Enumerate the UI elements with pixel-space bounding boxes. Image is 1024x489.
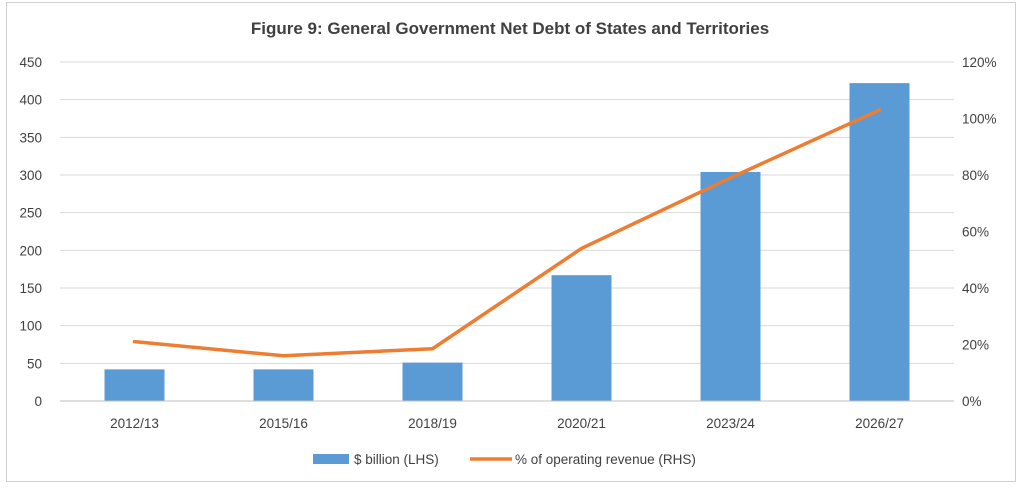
y-left-tick-label: 200 (19, 243, 42, 258)
legend-swatch-bar (313, 454, 349, 464)
bar (402, 362, 463, 401)
bar (104, 369, 165, 401)
series-line (132, 108, 882, 358)
x-tick-label: 2015/16 (259, 416, 308, 431)
y-right-tick-label: 20% (962, 338, 989, 353)
bar (700, 171, 761, 401)
x-tick-label: 2012/13 (110, 416, 159, 431)
x-axis: 2012/13 2015/16 2018/19 2020/21 2023/24 2026/… (60, 400, 954, 431)
y-right-tick-label: 40% (962, 281, 989, 296)
y-right-tick-label: 120% (962, 55, 997, 70)
line-series (132, 108, 882, 358)
bar (551, 275, 612, 401)
y-axis-left: 0 50 100 150 200 250 300 350 400 450 (19, 55, 42, 409)
y-left-tick-label: 0 (34, 394, 42, 409)
y-left-tick-label: 100 (19, 319, 42, 334)
x-tick-label: 2023/24 (706, 416, 755, 431)
y-right-tick-label: 0% (962, 394, 982, 409)
y-left-tick-label: 300 (19, 168, 42, 183)
legend-label-line: % of operating revenue (RHS) (515, 452, 696, 467)
y-right-tick-label: 100% (962, 112, 997, 127)
y-left-tick-label: 150 (19, 281, 42, 296)
y-right-tick-label: 60% (962, 225, 989, 240)
gridlines (60, 61, 954, 364)
chart-title: Figure 9: General Government Net Debt of… (251, 19, 769, 38)
y-left-tick-label: 450 (19, 55, 42, 70)
x-tick-label: 2018/19 (408, 416, 457, 431)
y-left-tick-label: 350 (19, 130, 42, 145)
bar-series (104, 83, 910, 402)
y-left-tick-label: 400 (19, 93, 42, 108)
legend: $ billion (LHS) % of operating revenue (R… (313, 452, 696, 467)
bar (849, 83, 910, 402)
y-left-tick-label: 50 (27, 356, 42, 371)
x-tick-label: 2020/21 (557, 416, 606, 431)
y-axis-right: 0% 20% 40% 60% 80% 100% 120% (962, 55, 997, 409)
bar (253, 369, 314, 401)
y-left-tick-label: 250 (19, 206, 42, 221)
legend-label-bar: $ billion (LHS) (354, 452, 439, 467)
y-right-tick-label: 80% (962, 168, 989, 183)
chart-frame (6, 2, 1016, 482)
x-tick-label: 2026/27 (855, 416, 904, 431)
